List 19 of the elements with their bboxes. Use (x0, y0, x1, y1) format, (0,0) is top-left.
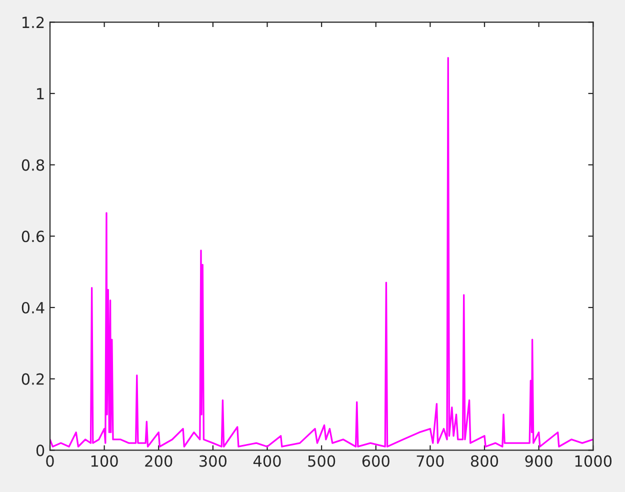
x-tick-label: 800 (470, 455, 498, 467)
x-tick-label: 200 (145, 455, 172, 467)
x-tick-label: 1000 (575, 455, 612, 467)
x-tick-label: 600 (362, 455, 390, 467)
y-tick-label: 1.2 (22, 16, 44, 28)
y-tick-label: 0.4 (22, 302, 44, 314)
y-tick-label: 0.2 (22, 373, 44, 385)
x-tick-label: 900 (525, 455, 552, 467)
line-series (50, 56, 594, 448)
x-tick-label: 100 (91, 455, 118, 467)
y-tick-label: 0 (36, 444, 44, 456)
y-tick-label: 1 (37, 88, 44, 100)
x-tick-label: 700 (416, 455, 444, 467)
x-tick-label: 400 (253, 455, 281, 467)
y-tick-label: 0.6 (22, 230, 44, 242)
x-tick-label: 0 (46, 455, 54, 467)
y-tick-label: 0.8 (22, 159, 44, 171)
x-tick-label: 500 (308, 455, 336, 467)
x-tick-label: 300 (200, 455, 227, 467)
